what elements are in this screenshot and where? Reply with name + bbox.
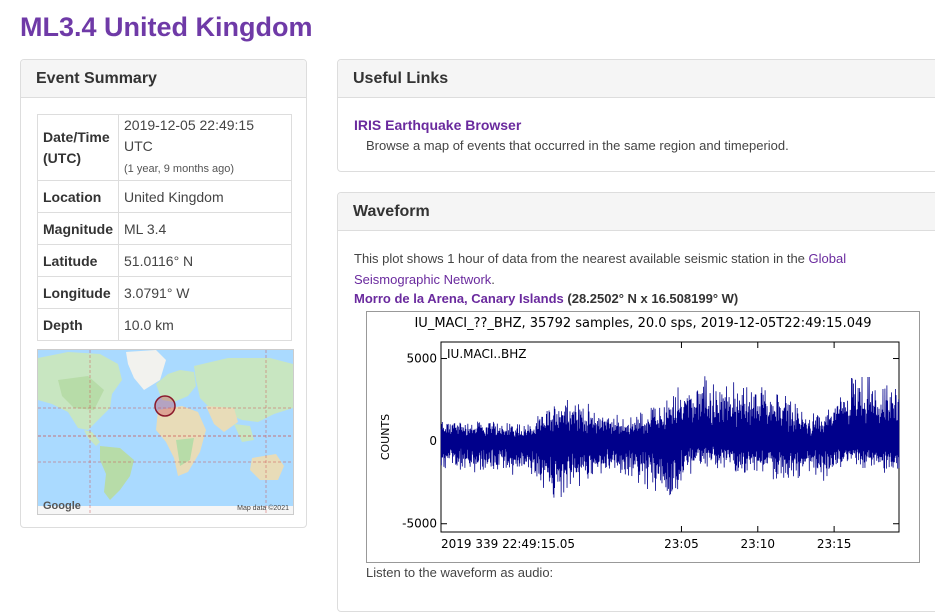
datetime-relative: (1 year, 9 months ago) <box>124 163 235 175</box>
page-title: ML3.4 United Kingdom <box>20 12 313 42</box>
table-row: Latitude 51.0116° N <box>37 244 292 277</box>
latitude-key: Latitude <box>37 244 119 277</box>
trace-label: IU.MACI..BHZ <box>447 347 527 361</box>
x-tick-label: 2019 339 22:49:15.05 <box>441 537 575 551</box>
waveform-series-line <box>440 376 900 498</box>
station-line: Morro de la Arena, Canary Islands (28.25… <box>354 291 738 306</box>
datetime-text: 2019-12-05 22:49:15 UTC <box>124 117 254 154</box>
location-value: United Kingdom <box>118 180 292 213</box>
x-axis-ticks: 2019 339 22:49:15.05 23:05 23:10 23:15 <box>440 342 852 551</box>
longitude-value: 3.0791° W <box>118 276 292 309</box>
gsn-link[interactable]: Global Seismographic Network <box>354 251 847 287</box>
world-map-image <box>38 350 293 514</box>
waveform-description: This plot shows 1 hour of data from the … <box>354 248 899 290</box>
event-map[interactable]: Google Map data ©2021 <box>37 349 294 515</box>
location-key: Location <box>37 180 119 213</box>
iris-browser-description: Browse a map of events that occurred in … <box>366 138 789 153</box>
station-link[interactable]: Morro de la Arena, Canary Islands <box>354 291 564 306</box>
map-credit: Map data ©2021 <box>237 505 289 512</box>
datetime-key: Date/Time (UTC) <box>37 114 119 181</box>
waveform-desc-end: . <box>491 272 495 287</box>
datetime-value: 2019-12-05 22:49:15 UTC (1 year, 9 month… <box>118 114 292 181</box>
depth-value: 10.0 km <box>118 308 292 341</box>
y-axis-ticks: 5000 0 -5000 <box>402 352 899 531</box>
chart-title: IU_MACI_??_BHZ, 35792 samples, 20.0 sps,… <box>414 316 871 331</box>
event-marker-icon <box>154 395 176 417</box>
google-logo: Google <box>43 500 81 512</box>
event-summary-table: Date/Time (UTC) 2019-12-05 22:49:15 UTC … <box>37 114 292 341</box>
event-summary-heading: Event Summary <box>21 60 306 98</box>
useful-links-panel: Useful Links IRIS Earthquake Browser Bro… <box>337 59 935 172</box>
depth-key: Depth <box>37 308 119 341</box>
waveform-plot: IU_MACI_??_BHZ, 35792 samples, 20.0 sps,… <box>366 311 920 563</box>
y-tick-label: -5000 <box>402 517 437 531</box>
table-row: Longitude 3.0791° W <box>37 276 292 309</box>
x-tick-label: 23:15 <box>817 537 852 551</box>
x-tick-label: 23:05 <box>664 537 699 551</box>
y-tick-label: 5000 <box>406 352 437 366</box>
event-summary-panel: Event Summary Date/Time (UTC) 2019-12-05… <box>20 59 307 528</box>
waveform-chart: IU_MACI_??_BHZ, 35792 samples, 20.0 sps,… <box>379 316 900 551</box>
audio-label: Listen to the waveform as audio: <box>366 565 554 580</box>
magnitude-value: ML 3.4 <box>118 212 292 245</box>
waveform-desc-text: This plot shows 1 hour of data from the … <box>354 251 809 266</box>
x-tick-label: 23:10 <box>740 537 775 551</box>
latitude-value: 51.0116° N <box>118 244 292 277</box>
iris-browser-link[interactable]: IRIS Earthquake Browser <box>354 117 522 133</box>
table-row: Location United Kingdom <box>37 180 292 213</box>
station-coords: (28.2502° N x 16.508199° W) <box>567 291 739 306</box>
table-row: Date/Time (UTC) 2019-12-05 22:49:15 UTC … <box>37 114 292 181</box>
y-tick-label: 0 <box>429 434 437 448</box>
table-row: Depth 10.0 km <box>37 308 292 341</box>
table-row: Magnitude ML 3.4 <box>37 212 292 245</box>
waveform-panel: Waveform This plot shows 1 hour of data … <box>337 192 935 612</box>
longitude-key: Longitude <box>37 276 119 309</box>
y-axis-label: COUNTS <box>379 414 392 460</box>
magnitude-key: Magnitude <box>37 212 119 245</box>
waveform-trace <box>440 376 900 498</box>
useful-links-heading: Useful Links <box>338 60 935 98</box>
waveform-heading: Waveform <box>338 193 935 231</box>
